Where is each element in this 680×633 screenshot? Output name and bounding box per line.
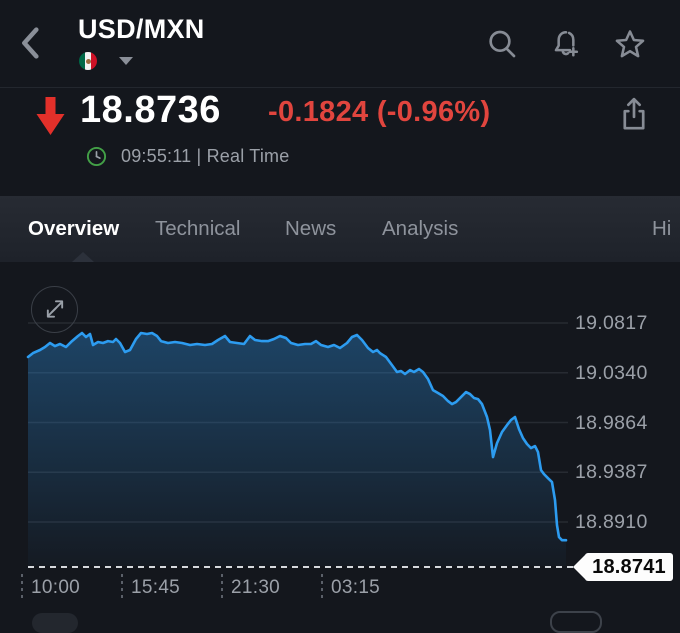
chart-canvas[interactable]: [0, 262, 680, 621]
tab-news[interactable]: News: [285, 217, 337, 240]
price-change: -0.1824 (-0.96%): [268, 96, 491, 128]
header: USD/MXN: [0, 0, 680, 88]
timeframe-pill-cutoff[interactable]: [32, 613, 78, 633]
y-tick-label: 18.8910: [575, 511, 648, 533]
share-button[interactable]: [616, 95, 652, 135]
area-fill: [28, 333, 566, 566]
time-row: 09:55:11 | Real Time: [86, 146, 289, 167]
share-icon: [623, 97, 645, 130]
x-tick-label: 10:00: [31, 577, 81, 598]
expand-chart-button[interactable]: [31, 286, 78, 333]
y-tick-label: 19.0817: [575, 312, 648, 334]
tab-bar: Overview Technical News Analysis Hi: [0, 196, 680, 262]
chart-option-pill-cutoff[interactable]: [550, 611, 602, 633]
price-tag-value: 18.8741: [592, 555, 666, 578]
search-button[interactable]: [486, 27, 518, 61]
alert-add-icon: [554, 31, 579, 57]
expand-icon: [46, 300, 63, 318]
mexico-flag-icon: [79, 52, 97, 70]
header-actions: [486, 27, 646, 61]
tab-analysis[interactable]: Analysis: [382, 217, 459, 240]
y-tick-label: 18.9864: [575, 411, 648, 434]
chevron-left-icon: [22, 26, 39, 59]
x-tick-label: 15:45: [131, 577, 181, 598]
y-tick-label: 18.9387: [575, 461, 648, 484]
last-price: 18.8736: [80, 89, 221, 131]
tab-overview[interactable]: Overview: [28, 217, 120, 240]
favorite-button[interactable]: [614, 27, 646, 61]
active-tab-notch: [72, 252, 94, 262]
current-price-tag: 18.8741: [573, 553, 673, 581]
quote-timestamp: 09:55:11 | Real Time: [121, 146, 290, 166]
clock-icon: [86, 146, 107, 167]
price-chart[interactable]: 19.0817 19.0340 18.9864 18.9387 18.8910 10:0…: [0, 262, 680, 633]
x-tick-label: 03:15: [331, 577, 381, 598]
x-tick-label: 21:30: [231, 577, 281, 598]
red-down-arrow-icon: [36, 97, 65, 135]
page-title: USD/MXN: [78, 14, 205, 44]
create-alert-button[interactable]: [550, 27, 582, 61]
price-line: [26, 331, 568, 542]
star-icon: [615, 30, 645, 58]
y-tick-label: 19.0340: [575, 361, 648, 384]
tab-technical[interactable]: Technical: [155, 217, 241, 240]
back-button[interactable]: [10, 22, 52, 66]
caret-down-icon: [119, 57, 133, 65]
quote-section: 18.8736 -0.1824 (-0.96%) 09:55:11 | Real…: [0, 89, 680, 196]
tab-hi[interactable]: Hi: [652, 217, 672, 240]
search-icon: [489, 30, 516, 58]
pair-selector[interactable]: [79, 52, 133, 70]
price-tag-arrow: [573, 554, 586, 580]
